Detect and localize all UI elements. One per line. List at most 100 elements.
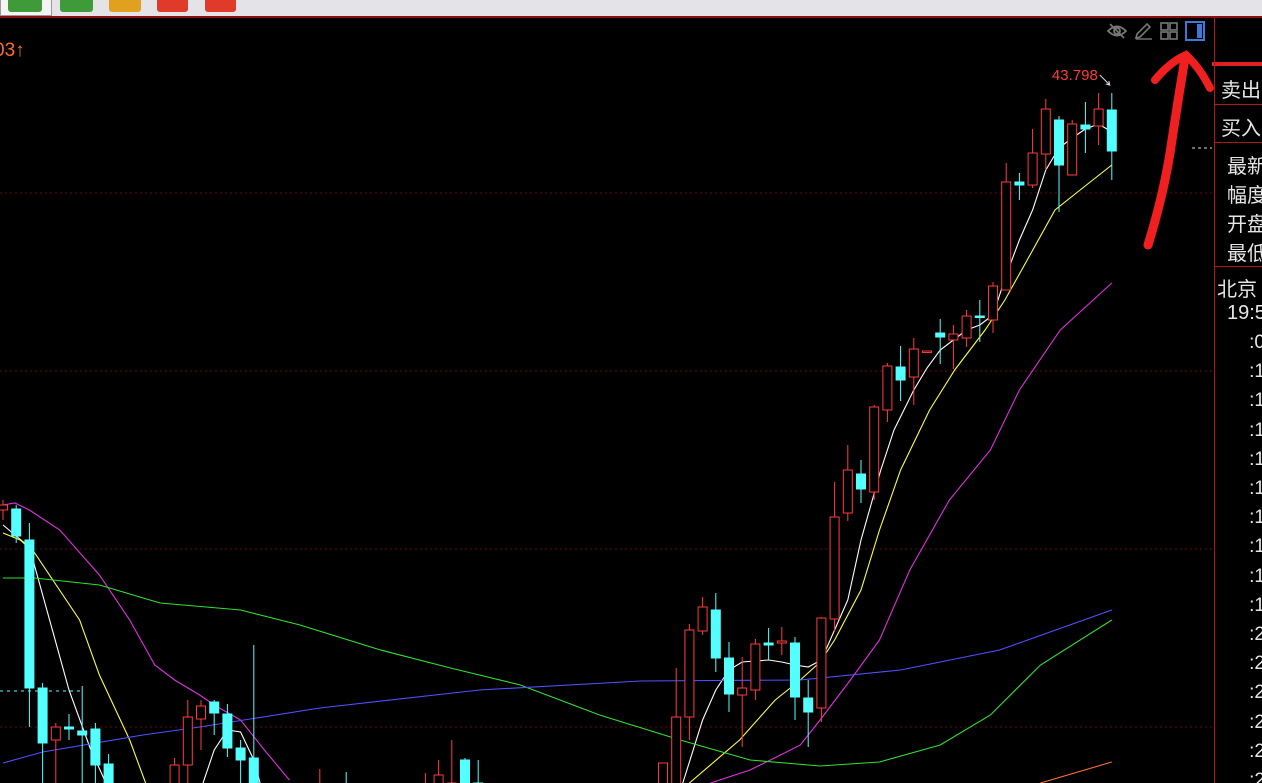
candle-up: [671, 668, 682, 783]
candle-body: [829, 516, 840, 620]
candle-down: [248, 645, 259, 783]
sell-label[interactable]: 卖出: [1221, 80, 1261, 102]
time-row: :1: [1249, 361, 1262, 383]
candle-body: [776, 640, 787, 644]
candle-body: [50, 726, 61, 741]
candle-up: [446, 740, 457, 783]
time-row: :1: [1249, 536, 1262, 558]
candle-body: [235, 747, 246, 761]
candle-body: [790, 642, 800, 698]
candle-down: [1054, 116, 1064, 212]
candle-body: [209, 701, 220, 714]
candle-body: [1067, 123, 1078, 176]
candle-body: [182, 716, 193, 766]
time-row: :1: [1249, 507, 1262, 529]
time-row: :1: [1249, 478, 1262, 499]
candle-down: [222, 704, 233, 757]
candle-up: [1001, 163, 1012, 291]
candle-up: [1067, 120, 1078, 176]
candle-up: [988, 282, 998, 333]
candle-body: [1001, 181, 1012, 291]
candle-down: [473, 760, 484, 783]
candle-body: [90, 728, 101, 766]
pencil-icon[interactable]: [1132, 20, 1154, 42]
time-row: :2: [1249, 653, 1262, 675]
candle-body: [433, 774, 444, 783]
candle-up: [424, 773, 426, 783]
candle-down: [90, 723, 101, 783]
candle-down: [1106, 93, 1117, 180]
candle-up: [658, 762, 668, 783]
clock-label: 19:5: [1227, 302, 1262, 324]
candle-down: [935, 319, 946, 364]
quote-label-low: 最低: [1227, 243, 1262, 265]
moving-average-green: [3, 577, 1113, 767]
grid-icon[interactable]: [1158, 20, 1180, 42]
candle-body: [169, 764, 180, 783]
candle-body: [77, 730, 88, 736]
moving-average-yellow: [2, 532, 147, 783]
candle-down: [974, 300, 985, 342]
candle-down: [1080, 102, 1091, 153]
candle-down: [103, 754, 114, 783]
candle-body: [1080, 124, 1091, 130]
candle-up: [869, 405, 880, 500]
candle-up: [776, 627, 787, 655]
candle-body: [37, 687, 48, 744]
divider: [1215, 266, 1262, 267]
candle-body: [1040, 108, 1051, 155]
candle-up: [169, 758, 180, 783]
high-price-pointer: [1099, 74, 1111, 86]
time-row: :2: [1249, 770, 1262, 783]
candle-body: [856, 473, 866, 490]
buy-label[interactable]: 买入: [1221, 118, 1261, 140]
candle-up: [1093, 93, 1104, 145]
panel-toggle-icon[interactable]: [1184, 20, 1206, 42]
candle-down: [790, 637, 800, 720]
candle-body: [961, 315, 972, 339]
candle-body: [763, 642, 774, 646]
tool-button-2[interactable]: [60, 0, 93, 12]
time-row: :1: [1249, 448, 1262, 470]
candle-body: [922, 350, 932, 353]
tool-button-5[interactable]: [205, 0, 236, 12]
candle-body: [935, 332, 946, 338]
tool-button-3[interactable]: [109, 0, 141, 12]
candle-down: [460, 758, 470, 783]
candle-body: [1093, 108, 1104, 127]
time-row: :2: [1249, 740, 1262, 762]
candle-body: [64, 726, 74, 730]
time-row: :1: [1249, 390, 1262, 412]
candle-down: [37, 683, 48, 783]
candle-up: [697, 597, 708, 635]
candle-down: [77, 686, 88, 783]
high-price-label: 43.798: [1052, 67, 1098, 84]
toolbar: [0, 0, 1262, 18]
candle-body: [803, 697, 814, 713]
candle-body: [869, 406, 880, 493]
candle-body: [882, 365, 893, 411]
candle-down: [856, 460, 866, 503]
candlestick-chart[interactable]: 43.798: [0, 18, 1214, 783]
candle-up: [433, 760, 444, 783]
candle-body: [948, 333, 959, 341]
eye-slash-icon[interactable]: [1106, 20, 1128, 42]
candle-body: [908, 348, 919, 378]
candle-body: [24, 539, 35, 689]
quote-label-range: 幅度: [1227, 185, 1262, 207]
tool-button-4[interactable]: [157, 0, 188, 12]
candle-up: [1040, 99, 1051, 170]
candle-body: [1027, 152, 1038, 186]
moving-average-blue: [2, 609, 1112, 764]
chart-icon-bar: [1106, 20, 1206, 42]
candle-body: [222, 713, 233, 749]
location-label: 北京: [1217, 279, 1257, 301]
candle-body: [460, 759, 470, 783]
candle-body: [1014, 181, 1025, 186]
candle-up: [816, 617, 827, 722]
candle-body: [697, 606, 708, 632]
time-row: :1: [1249, 594, 1262, 616]
candle-up: [737, 657, 748, 747]
tool-button-1[interactable]: [8, 0, 42, 12]
candle-up: [908, 338, 919, 405]
